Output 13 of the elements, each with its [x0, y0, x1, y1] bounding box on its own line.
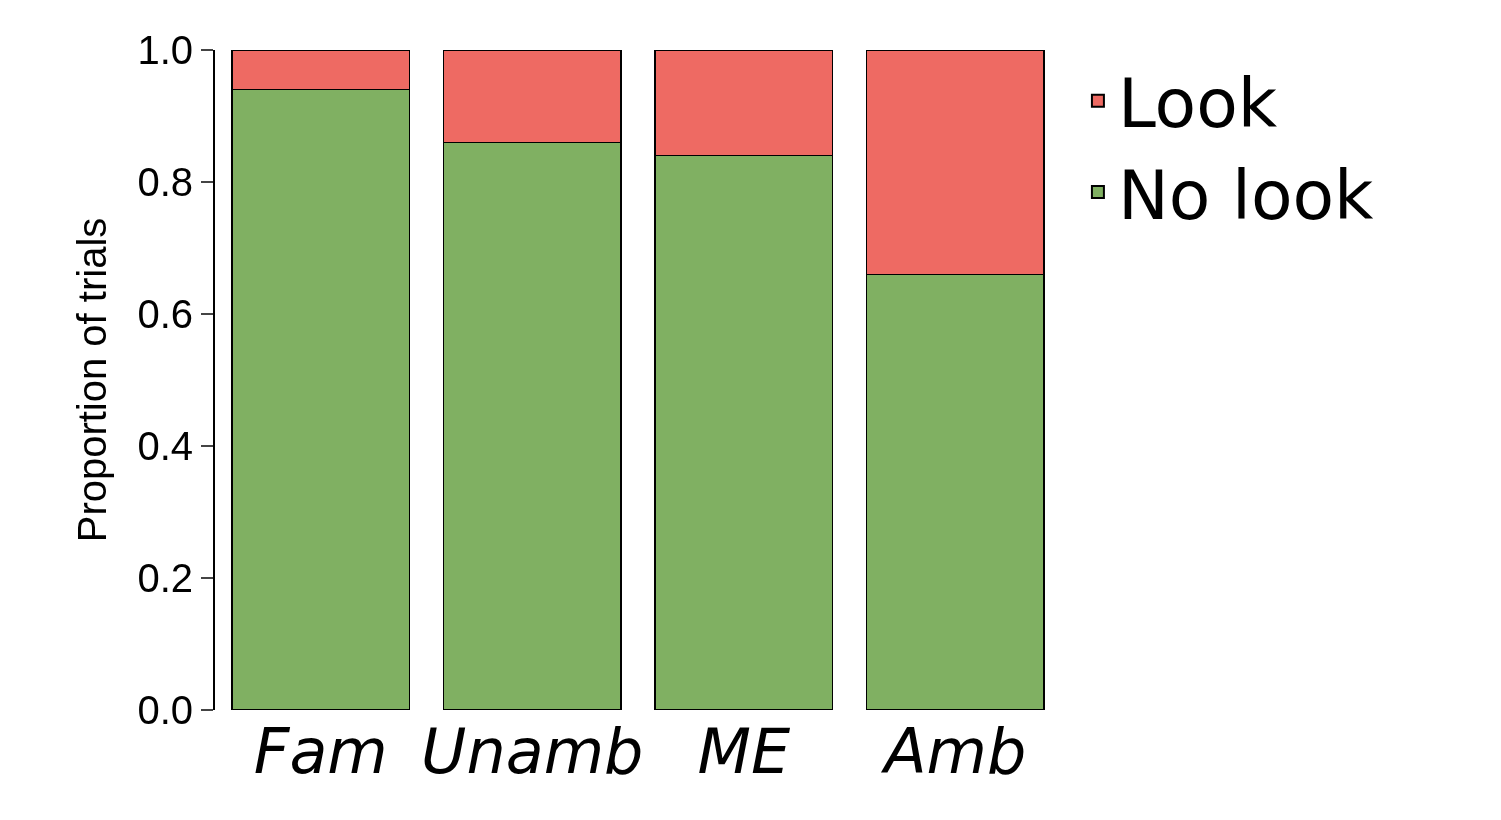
x-tick-label: Fam — [253, 715, 388, 788]
y-tick-label: 0.0 — [137, 688, 193, 732]
x-tick-label: Unamb — [421, 715, 644, 788]
y-tick-label: 0.8 — [137, 160, 193, 204]
y-tick-label: 1.0 — [137, 28, 193, 72]
legend-label: No look — [1117, 155, 1375, 235]
y-tick-label: 0.6 — [137, 292, 193, 336]
y-axis-title: Proportion of trials — [70, 217, 115, 543]
y-tick-label: 0.2 — [137, 556, 193, 600]
legend-label: Look — [1117, 64, 1278, 144]
x-tick-label: Amb — [880, 715, 1027, 788]
y-tick-label: 0.4 — [137, 424, 193, 468]
x-tick-label: ME — [697, 715, 791, 788]
